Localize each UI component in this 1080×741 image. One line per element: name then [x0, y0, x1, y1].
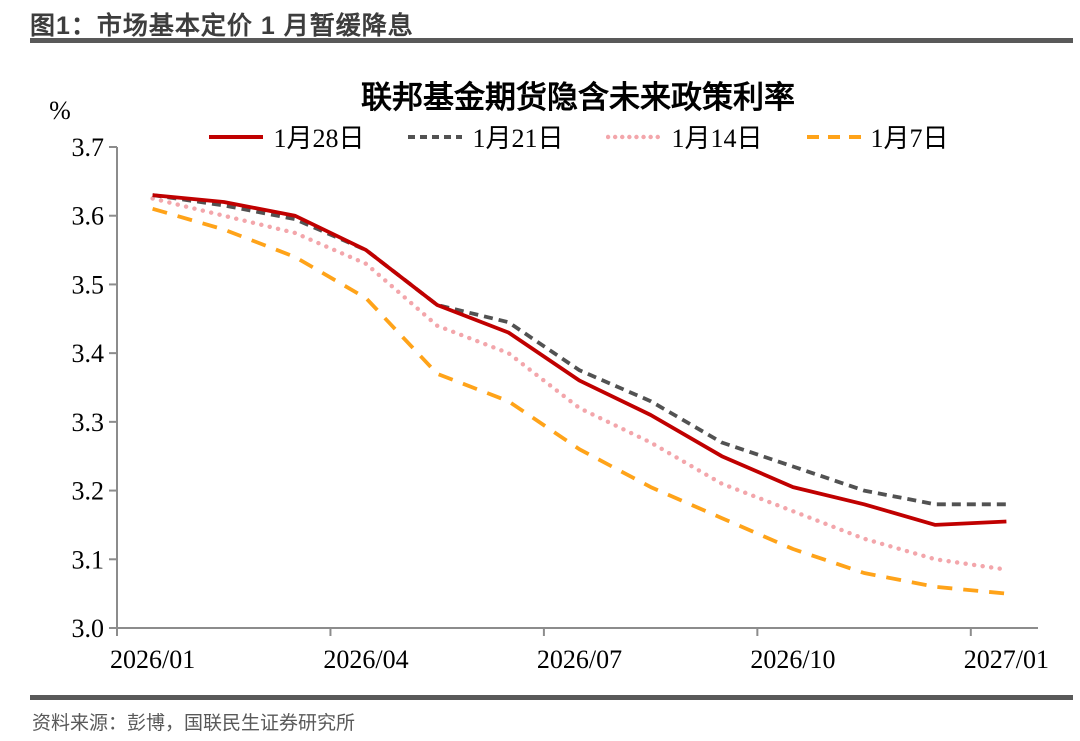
legend-label: 1月7日: [870, 124, 949, 153]
legend-label: 1月28日: [273, 124, 365, 153]
x-tick-label: 2026/04: [323, 645, 408, 674]
chart-legend: 1月28日 1月21日 1月14日 1月7日: [98, 118, 1058, 155]
y-tick-label: 3.3: [72, 408, 105, 437]
series-line-1月28日: [152, 193, 1007, 527]
figure-title: 图1：市场基本定价 1 月暂缓降息: [30, 12, 414, 40]
legend-item: 1月14日: [605, 118, 763, 155]
legend-item: 1月28日: [207, 118, 364, 155]
y-tick-label: 3.5: [72, 270, 105, 299]
x-tick-label: 2026/07: [537, 645, 622, 674]
x-tick-label: 2027/01: [964, 645, 1049, 674]
legend-swatch-solid-line: [209, 134, 264, 139]
y-tick-label: 3.6: [72, 202, 105, 231]
series-line-1月7日: [152, 206, 1007, 596]
y-axis-unit-label: %: [49, 96, 71, 125]
series-line-1月21日: [152, 193, 1007, 507]
legend-swatch-dashed-line: [408, 134, 463, 139]
footer-rule: [30, 695, 1073, 700]
legend-swatch-long-dash-line: [806, 134, 861, 139]
y-tick-label: 3.7: [72, 133, 105, 162]
legend-label: 1月21日: [472, 124, 564, 153]
legend-item: 1月7日: [805, 118, 949, 155]
y-tick-label: 3.1: [72, 545, 105, 574]
chart-title: 联邦基金期货隐含未来政策利率: [361, 80, 795, 115]
source-note: 资料来源：彭博，国联民生证券研究所: [32, 713, 356, 734]
legend-swatch-dotted-line: [605, 134, 664, 139]
x-tick-label: 2026/10: [750, 645, 835, 674]
series-line-1月14日: [150, 196, 1009, 572]
y-tick-label: 3.0: [72, 614, 105, 643]
y-tick-label: 3.2: [72, 477, 105, 506]
legend-item: 1月21日: [406, 118, 564, 155]
y-tick-label: 3.4: [72, 339, 105, 368]
legend-label: 1月14日: [671, 124, 763, 153]
x-tick-label: 2026/01: [110, 645, 195, 674]
header-rule: [30, 38, 1073, 43]
